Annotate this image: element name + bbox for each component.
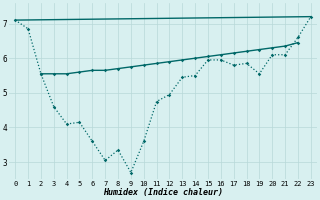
X-axis label: Humidex (Indice chaleur): Humidex (Indice chaleur)	[103, 188, 223, 197]
